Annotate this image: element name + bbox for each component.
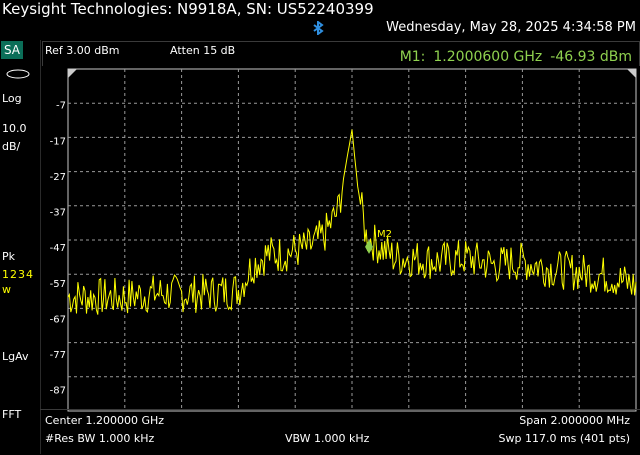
marker-diamond xyxy=(365,239,374,254)
window-title: Keysight Technologies: N9918A, SN: US522… xyxy=(2,0,374,18)
y-tick-label: -37 xyxy=(50,208,66,219)
y-tick-label: -77 xyxy=(50,350,66,361)
spectrum-trace xyxy=(67,129,637,315)
marker-readout: M1: 1.2000600 GHz -46.93 dBm xyxy=(392,49,632,65)
corner-marker-right xyxy=(627,69,636,78)
marker-frequency: 1.2000600 GHz xyxy=(433,49,543,65)
scale-unit: dB/ xyxy=(2,140,21,153)
y-tick-label: -57 xyxy=(50,279,66,290)
footer-bar xyxy=(40,409,640,455)
y-tick-label: -27 xyxy=(50,172,66,183)
mode-sa-button[interactable]: SA xyxy=(1,41,23,59)
trace-numbers[interactable]: 1234 xyxy=(2,268,34,281)
scale-value[interactable]: 10.0 xyxy=(2,122,27,135)
y-tick-label: -47 xyxy=(50,243,66,254)
detector-label[interactable]: Pk xyxy=(2,250,16,263)
plot-grid xyxy=(67,68,637,412)
y-tick-label: -87 xyxy=(50,386,66,397)
resolution-bandwidth[interactable]: #Res BW 1.000 kHz xyxy=(45,432,155,445)
video-bandwidth[interactable]: VBW 1.000 kHz xyxy=(285,432,370,445)
mode-label: SA xyxy=(3,43,21,57)
marker-tag: M2 xyxy=(377,229,392,240)
sweep-mode[interactable]: FFT xyxy=(2,408,22,421)
trace-state: w xyxy=(2,283,12,296)
center-frequency[interactable]: Center 1.200000 GHz xyxy=(45,414,165,427)
y-tick-label: -67 xyxy=(50,314,66,325)
y-tick-label: -7 xyxy=(56,101,66,112)
y-tick-labels: -7 -17 -27 -37 -47 -57 -67 -77 -87 xyxy=(50,101,66,397)
scale-type[interactable]: Log xyxy=(2,92,22,105)
span[interactable]: Span 2.000000 MHz xyxy=(519,414,630,427)
loop-icon[interactable] xyxy=(4,67,32,81)
sweep-time[interactable]: Swp 117.0 ms (401 pts) xyxy=(498,432,631,445)
y-tick-label: -17 xyxy=(50,136,66,147)
corner-marker-left xyxy=(68,69,77,78)
datetime: Wednesday, May 28, 2025 4:34:58 PM xyxy=(386,20,636,35)
attenuation[interactable]: Atten 15 dB xyxy=(170,44,236,57)
ref-level[interactable]: Ref 3.00 dBm xyxy=(45,44,120,57)
left-panel xyxy=(0,40,41,454)
spectrum-plot[interactable]: -7 -17 -27 -37 -47 -57 -67 -77 -87 M2 xyxy=(40,60,640,412)
averaging-label[interactable]: LgAv xyxy=(2,350,29,363)
marker-label: M1: xyxy=(399,49,426,65)
marker-amplitude: -46.93 dBm xyxy=(550,49,632,65)
bluetooth-icon xyxy=(313,21,324,35)
